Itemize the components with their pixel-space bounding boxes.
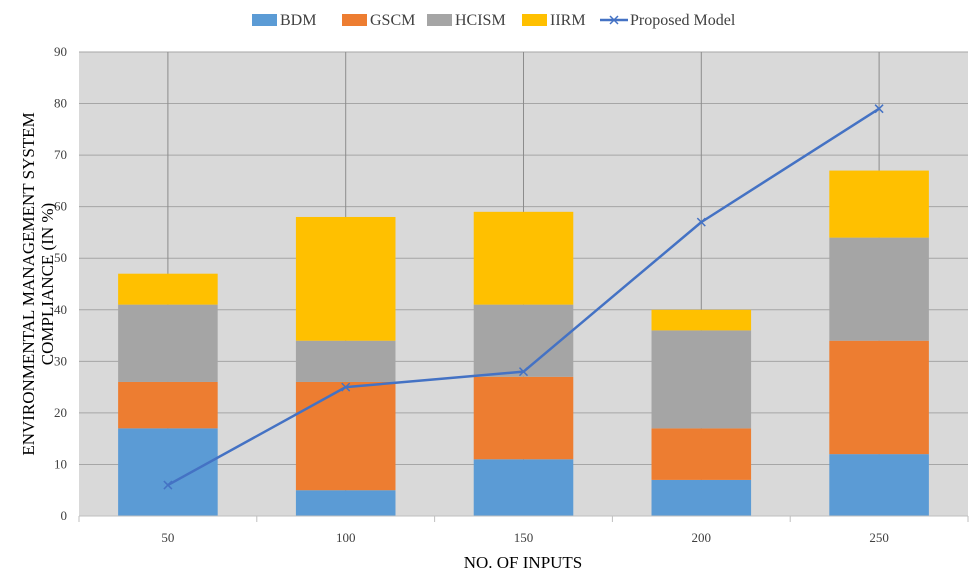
bar-bdm-250 [829, 454, 929, 516]
y-tick-label-80: 80 [54, 96, 67, 111]
bar-hcism-50 [118, 304, 218, 382]
x-tick-label-150: 150 [514, 530, 534, 545]
y-tick-label-20: 20 [54, 405, 67, 420]
legend-swatch-hcism [427, 14, 452, 26]
marker-proposed-model-100 [341, 382, 351, 392]
y-tick-label-60: 60 [54, 199, 67, 214]
bar-hcism-200 [651, 330, 752, 429]
x-tick-label-250: 250 [869, 530, 889, 545]
y-tick-label-10: 10 [54, 456, 67, 471]
bar-hcism-250 [829, 237, 929, 341]
legend-label-iirm: IIRM [550, 12, 586, 29]
y-axis-title-line-1: ENVIRONMENTAL MANAGEMENT SYSTEM [19, 112, 38, 455]
legend-label-bdm: BDM [280, 12, 316, 29]
bar-bdm-50 [118, 428, 218, 516]
bars [118, 170, 929, 516]
marker-proposed-model-50 [163, 480, 173, 490]
bar-iirm-150 [473, 211, 574, 305]
bar-hcism-100 [295, 340, 396, 382]
y-axis-title-line-2: COMPLIANCE (IN %) [38, 203, 57, 365]
legend-swatch-gscm [342, 14, 367, 26]
bar-bdm-100 [295, 490, 396, 516]
bar-gscm-150 [473, 376, 574, 460]
bar-iirm-250 [829, 170, 929, 238]
bar-bdm-200 [651, 479, 752, 516]
x-axis-ticks: 50 100 150 200 250 [78, 516, 969, 545]
y-tick-label-90: 90 [54, 44, 67, 59]
bar-iirm-100 [295, 216, 396, 341]
bar-gscm-250 [829, 340, 929, 455]
marker-proposed-model-200 [696, 217, 706, 227]
x-tick-label-200: 200 [692, 530, 712, 545]
x-axis-title: NO. OF INPUTS [464, 553, 583, 572]
bar-iirm-50 [118, 273, 218, 305]
y-tick-label-30: 30 [54, 353, 67, 368]
legend-swatch-bdm [252, 14, 277, 26]
y-tick-label-0: 0 [61, 508, 68, 523]
marker-proposed-model-250 [874, 104, 884, 114]
x-tick-label-50: 50 [161, 530, 174, 545]
y-tick-label-40: 40 [54, 302, 67, 317]
y-axis-title: ENVIRONMENTAL MANAGEMENT SYSTEM COMPLIAN… [19, 112, 57, 455]
bar-gscm-200 [651, 428, 752, 480]
y-axis-ticks: 0 10 20 30 40 50 60 70 80 90 [54, 44, 67, 523]
legend-label-proposed-model: Proposed Model [630, 12, 736, 29]
bar-gscm-100 [295, 381, 396, 491]
y-tick-label-70: 70 [54, 147, 67, 162]
x-tick-label-100: 100 [336, 530, 356, 545]
bar-gscm-50 [118, 381, 218, 429]
legend: BDM GSCM HCISM IIRM Proposed Model [252, 12, 736, 29]
legend-label-hcism: HCISM [455, 12, 506, 29]
proposed-model-line [163, 104, 884, 490]
bar-bdm-150 [473, 459, 574, 516]
bar-iirm-200 [651, 309, 752, 331]
marker-proposed-model-150 [518, 367, 529, 377]
legend-swatch-iirm [522, 14, 547, 26]
bar-hcism-150 [473, 304, 574, 377]
legend-label-gscm: GSCM [370, 12, 415, 29]
legend-marker-proposed-model [609, 15, 619, 25]
y-tick-label-50: 50 [54, 250, 67, 265]
